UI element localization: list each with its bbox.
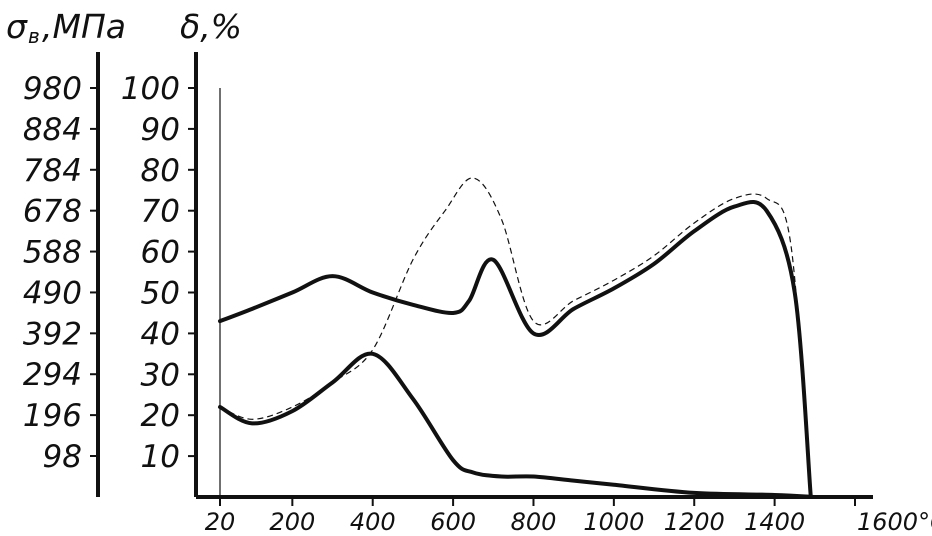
left-axis-tick-label: 294	[23, 357, 82, 393]
left-axis-tick-label: 98	[43, 439, 82, 475]
left-axis-tick-label: 490	[23, 275, 82, 311]
series-2-line	[218, 351, 817, 499]
curves	[218, 177, 817, 499]
x-axis-tick-label: 1000	[583, 508, 644, 536]
left-axis-tick-label: 196	[23, 398, 82, 434]
x-axis-tick-label: 200	[269, 508, 315, 536]
left-axis-title-unit: ,МПа	[42, 7, 126, 46]
series-3-line	[219, 177, 812, 498]
left-axis-tick-label: 392	[23, 316, 82, 352]
x-axis-tick-label: 400	[350, 508, 396, 536]
right-axis-tick-label: 20	[141, 398, 180, 434]
axes	[90, 52, 873, 506]
right-axis-tick-label: 60	[141, 235, 180, 271]
left-axis-title: σ	[6, 7, 28, 46]
left-axis-tick-label: 980	[23, 71, 82, 107]
x-axis-tick-label: 800	[511, 508, 557, 536]
left-axis-tick-label: 784	[23, 153, 82, 189]
right-axis-tick-label: 50	[141, 276, 180, 312]
right-axis-title: δ,%	[180, 7, 242, 46]
left-axis-tick-label: 588	[23, 235, 82, 271]
left-axis-tick-label: 884	[23, 112, 82, 148]
right-axis-tick-label: 30	[141, 357, 180, 393]
right-axis-tick-label: 80	[141, 153, 180, 189]
x-axis-tick-label: 1400	[744, 508, 805, 536]
right-axis-tick-label: 100	[121, 71, 180, 107]
x-axis-tick-label: 1200	[664, 508, 725, 536]
left-axis-title-sub: в	[28, 24, 40, 48]
series-1-line	[218, 200, 813, 499]
x-axis-tick-label: 600	[430, 508, 476, 536]
x-axis-tick-label: 20	[205, 508, 236, 536]
right-axis-tick-label: 70	[141, 194, 180, 230]
left-axis-tick-label: 678	[23, 194, 82, 230]
labels: σ в ,МПа δ,% 980 884 784 678 588 490 392 294 196 98 10…	[6, 7, 932, 536]
right-axis-tick-label: 40	[141, 316, 180, 352]
right-axis-tick-label: 90	[141, 112, 180, 148]
x-axis-tick-label: 1600°C	[857, 508, 932, 536]
right-axis-tick-label: 10	[141, 439, 180, 475]
